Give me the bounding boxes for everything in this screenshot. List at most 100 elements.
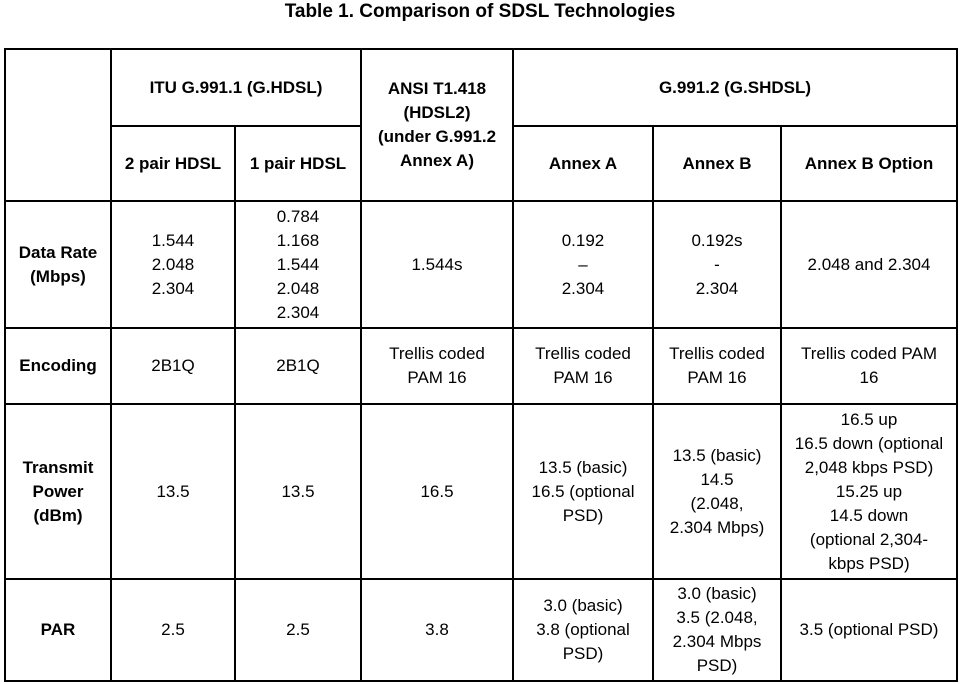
cell-text: 13.5 xyxy=(281,481,315,501)
cell-text: 2 pair HDSL xyxy=(124,153,222,173)
cell-text: ITU G.991.1 (G.HDSL) xyxy=(149,77,323,97)
table-cell: ANSI T1.418 (HDSL2) (under G.991.2 Annex A) xyxy=(360,48,514,202)
cell-text: Annex A) xyxy=(400,151,474,170)
cell-text: 1.544 xyxy=(151,230,195,250)
cell-text: 1 pair HDSL xyxy=(249,153,347,173)
cell-text: PAR xyxy=(40,620,76,639)
cell-text: 0.784 xyxy=(276,206,320,226)
cell-text: 2.048 and 2.304 xyxy=(807,254,931,274)
table-cell: 0.192s - 2.304 xyxy=(652,200,782,329)
corner-cell xyxy=(4,48,112,202)
cell-text: (dBm) xyxy=(33,505,83,525)
cell-text: G.991.2 (G.SHDSL) xyxy=(658,77,812,97)
table-cell: 0.192 – 2.304 xyxy=(512,200,654,329)
table-cell: 2B1Q xyxy=(234,327,362,405)
table-cell: 2.048 and 2.304 xyxy=(780,200,958,329)
cell-text: 2B1Q xyxy=(151,356,195,375)
cell-text: 1.544s xyxy=(411,254,463,274)
table-cell: 0.784 1.168 1.544 2.048 2.304 xyxy=(234,200,362,329)
cell-text: Trellis coded xyxy=(389,344,485,363)
cell-text: (Mbps) xyxy=(30,266,86,286)
cell-text: 2.304 Mbps xyxy=(672,632,762,651)
cell-text: (2.048, xyxy=(690,493,744,513)
cell-text: Annex A xyxy=(548,153,618,173)
table-cell: PAR xyxy=(4,578,112,682)
table-cell: 2B1Q xyxy=(110,327,236,405)
cell-text: 2.048 xyxy=(276,278,320,298)
cell-text: (under G.991.2 xyxy=(377,127,497,146)
table-cell: 16.5 up 16.5 down (optional 2,048 kbps PSD… xyxy=(780,403,958,580)
cell-text: 2.5 xyxy=(161,620,185,639)
table-cell: 3.0 (basic) 3.5 (2.048, 2.304 Mbps PSD) xyxy=(652,578,782,682)
cell-text: 2,048 kbps PSD) xyxy=(804,457,934,477)
table-cell: G.991.2 (G.SHDSL) xyxy=(512,48,958,127)
cell-text: Power xyxy=(32,481,84,501)
table-row: PAR 2.5 2.5 3.8 3.0 (basic) 3.8 (optional PSD)… xyxy=(4,578,958,682)
cell-text: 1.168 xyxy=(276,230,320,250)
table-cell: 13.5 xyxy=(234,403,362,580)
cell-text: PAM 16 xyxy=(687,368,747,387)
table-row: Encoding 2B1Q 2B1Q Trellis coded PAM 16 Trell… xyxy=(4,327,958,405)
cell-text: 0.192 xyxy=(561,230,605,250)
cell-text: 2.304 xyxy=(276,302,320,322)
table-cell: Transmit Power (dBm) xyxy=(4,403,112,580)
cell-text: Data Rate xyxy=(18,242,98,262)
cell-text: Annex B xyxy=(682,153,752,173)
header-row: 2 pair HDSL 1 pair HDSL Annex A Annex B Ann… xyxy=(5,125,958,202)
cell-text: (optional 2,304- xyxy=(809,529,929,549)
table-cell: 3.0 (basic) 3.8 (optional PSD) xyxy=(512,578,654,682)
table-cell: Trellis coded PAM 16 xyxy=(360,327,514,405)
cell-text: 3.0 (basic) xyxy=(677,584,757,603)
table-cell: 13.5 (basic) 14.5 (2.048, 2.304 Mbps) xyxy=(652,403,782,580)
table-cell: 2.5 xyxy=(110,578,236,682)
cell-text: 3.8 xyxy=(425,620,449,639)
header-row: ITU G.991.1 (G.HDSL) ANSI T1.418 (HDSL2) (… xyxy=(4,48,958,202)
table-cell: 1.544s xyxy=(360,200,514,329)
table-cell: Encoding xyxy=(4,327,112,405)
cell-text: PSD) xyxy=(696,656,738,675)
cell-text: Trellis coded xyxy=(669,344,765,363)
table-cell: Trellis coded PAM 16 xyxy=(652,327,782,405)
cell-text: 16.5 up xyxy=(840,409,898,429)
cell-text: 2.304 xyxy=(151,278,195,298)
cell-text: 2.5 xyxy=(286,620,310,639)
cell-text: 2.304 xyxy=(695,278,739,298)
cell-text: PAM 16 xyxy=(553,368,613,387)
cell-text: 2.048 xyxy=(151,254,195,274)
table-cell: Annex A xyxy=(512,125,654,202)
table-cell: Annex B Option xyxy=(780,125,958,202)
table-cell: 3.5 (optional PSD) xyxy=(780,578,958,682)
cell-text: 1.544 xyxy=(276,254,320,274)
cell-text: 3.5 (2.048, xyxy=(676,608,758,627)
table-row: Data Rate (Mbps) 1.544 2.048 2.304 0.784 1.168… xyxy=(4,200,958,329)
cell-text: 13.5 xyxy=(156,481,190,501)
cell-text: 3.5 (optional PSD) xyxy=(799,620,939,639)
cell-text: PAM 16 xyxy=(407,368,467,387)
cell-text: 14.5 down xyxy=(829,505,909,525)
table-title: Table 1. Comparison of SDSL Technologies xyxy=(284,1,676,22)
cell-text: PSD) xyxy=(562,505,604,525)
cell-text: Trellis coded xyxy=(535,344,631,363)
table-cell: 13.5 (basic) 16.5 (optional PSD) xyxy=(512,403,654,580)
table-cell: 1 pair HDSL xyxy=(234,125,362,202)
cell-text: 16.5 (optional xyxy=(531,481,635,501)
cell-text: Trellis coded PAM xyxy=(800,344,938,363)
table-cell: Annex B xyxy=(652,125,782,202)
cell-text: 2.304 Mbps) xyxy=(669,517,765,537)
table-cell: Trellis coded PAM 16 xyxy=(780,327,958,405)
cell-text: Encoding xyxy=(19,356,97,375)
cell-text: 3.8 (optional xyxy=(536,620,630,639)
table-cell: ITU G.991.1 (G.HDSL) xyxy=(110,48,362,127)
table-cell: Data Rate (Mbps) xyxy=(4,200,112,329)
table-cell: 3.8 xyxy=(360,578,514,682)
cell-text: Transmit xyxy=(22,457,94,477)
cell-text: 16.5 down (optional xyxy=(794,433,944,453)
table-cell: Trellis coded PAM 16 xyxy=(512,327,654,405)
cell-text: 2.304 xyxy=(561,278,605,298)
cell-text: Annex B Option xyxy=(804,153,934,173)
table-cell: 13.5 xyxy=(110,403,236,580)
cell-text: ANSI T1.418 xyxy=(387,79,487,98)
cell-text: 0.192s xyxy=(691,230,743,250)
cell-text: 16.5 xyxy=(420,481,454,501)
